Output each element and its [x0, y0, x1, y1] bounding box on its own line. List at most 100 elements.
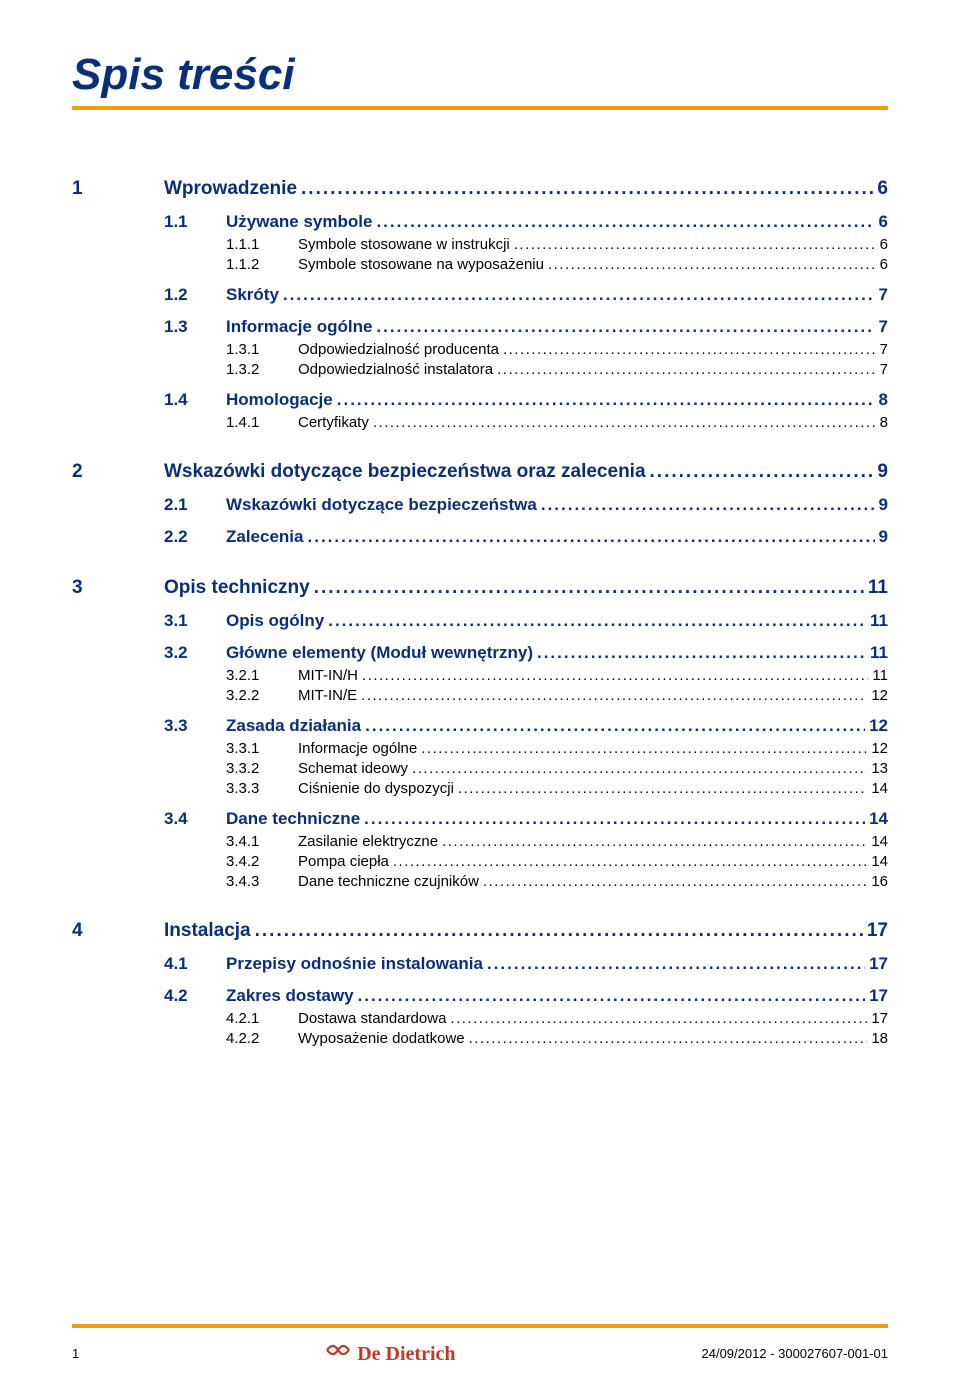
toc-leader: ........................................… [361, 687, 867, 704]
toc-number: 1.3.2 [226, 361, 298, 378]
toc-number: 3.4.2 [226, 853, 298, 870]
toc-level1-row: 4Instalacja.............................… [72, 920, 888, 942]
toc-leader: ........................................… [483, 873, 867, 890]
toc-number: 1.3.1 [226, 341, 298, 358]
toc-label: Przepisy odnośnie instalowania [226, 954, 483, 974]
toc-label: MIT-IN/H [298, 667, 358, 684]
footer-row: 1 De Dietrich 24/09/2012 - 300027607-001… [72, 1340, 888, 1366]
toc-number: 4.1 [164, 954, 226, 974]
toc-label: Instalacja [164, 920, 251, 942]
toc-leader: ........................................… [376, 317, 874, 337]
logo-icon [325, 1340, 351, 1363]
toc-label: Zasilanie elektryczne [298, 833, 438, 850]
page-title: Spis treści [72, 50, 888, 100]
toc-level2-row: 2.2Zalecenia............................… [164, 527, 888, 547]
toc-page: 6 [877, 178, 888, 200]
table-of-contents: 1Wprowadzenie...........................… [72, 178, 888, 1047]
toc-number: 1.1 [164, 212, 226, 232]
toc-page: 6 [880, 236, 888, 253]
toc-number: 3.4.1 [226, 833, 298, 850]
toc-label: Dane techniczne czujników [298, 873, 479, 890]
toc-number: 1.2 [164, 285, 226, 305]
toc-level1-row: 2Wskazówki dotyczące bezpieczeństwa oraz… [72, 461, 888, 483]
toc-leader: ........................................… [373, 414, 876, 431]
toc-page: 17 [869, 986, 888, 1006]
toc-level3-row: 3.3.3Ciśnienie do dyspozycji............… [226, 780, 888, 797]
toc-label: Opis techniczny [164, 577, 310, 599]
toc-label: MIT-IN/E [298, 687, 357, 704]
toc-label: Używane symbole [226, 212, 372, 232]
toc-level2-row: 3.4Dane techniczne......................… [164, 809, 888, 829]
toc-label: Skróty [226, 285, 279, 305]
toc-number: 2 [72, 461, 164, 483]
toc-level3-row: 3.4.1Zasilanie elektryczne..............… [226, 833, 888, 850]
toc-leader: ........................................… [458, 780, 867, 797]
doc-info: 24/09/2012 - 300027607-001-01 [702, 1346, 889, 1361]
toc-leader: ........................................… [301, 178, 873, 200]
toc-level3-row: 1.4.1Certyfikaty........................… [226, 414, 888, 431]
toc-leader: ........................................… [514, 236, 876, 253]
toc-leader: ........................................… [650, 461, 874, 483]
toc-number: 2.1 [164, 495, 226, 515]
toc-level2-row: 1.1Używane symbole......................… [164, 212, 888, 232]
toc-page: 12 [871, 687, 888, 704]
toc-leader: ........................................… [497, 361, 876, 378]
toc-number: 3.4 [164, 809, 226, 829]
toc-page: 7 [880, 361, 888, 378]
toc-leader: ........................................… [337, 390, 875, 410]
toc-label: Informacje ogólne [226, 317, 372, 337]
toc-level2-row: 1.3Informacje ogólne....................… [164, 317, 888, 337]
toc-level1-row: 3Opis techniczny........................… [72, 577, 888, 599]
toc-leader: ........................................… [421, 740, 867, 757]
footer-rule [72, 1324, 888, 1328]
toc-level2-row: 4.1Przepisy odnośnie instalowania.......… [164, 954, 888, 974]
toc-leader: ........................................… [393, 853, 867, 870]
toc-leader: ........................................… [487, 954, 865, 974]
toc-page: 17 [867, 920, 888, 942]
toc-level1-row: 1Wprowadzenie...........................… [72, 178, 888, 200]
toc-label: Zasada działania [226, 716, 361, 736]
toc-level2-row: 4.2Zakres dostawy.......................… [164, 986, 888, 1006]
toc-number: 1.4.1 [226, 414, 298, 431]
toc-label: Schemat ideowy [298, 760, 408, 777]
toc-page: 11 [872, 667, 888, 684]
toc-number: 3.3 [164, 716, 226, 736]
toc-page: 7 [879, 317, 888, 337]
toc-label: Wprowadzenie [164, 178, 297, 200]
toc-number: 1.3 [164, 317, 226, 337]
toc-page: 9 [879, 495, 888, 515]
toc-page: 6 [880, 256, 888, 273]
toc-leader: ........................................… [503, 341, 876, 358]
toc-level2-row: 1.2Skróty...............................… [164, 285, 888, 305]
toc-label: Opis ogólny [226, 611, 324, 631]
toc-leader: ........................................… [541, 495, 875, 515]
toc-number: 3.3.2 [226, 760, 298, 777]
toc-leader: ........................................… [537, 643, 866, 663]
toc-number: 3.2.1 [226, 667, 298, 684]
toc-leader: ........................................… [362, 667, 868, 684]
toc-number: 3.2 [164, 643, 226, 663]
toc-number: 2.2 [164, 527, 226, 547]
toc-label: Ciśnienie do dyspozycji [298, 780, 454, 797]
toc-number: 1.1.1 [226, 236, 298, 253]
toc-label: Dane techniczne [226, 809, 360, 829]
toc-page: 11 [868, 577, 888, 599]
toc-level2-row: 2.1Wskazówki dotyczące bezpieczeństwa...… [164, 495, 888, 515]
toc-level3-row: 1.1.1Symbole stosowane w instrukcji.....… [226, 236, 888, 253]
toc-label: Odpowiedzialność instalatora [298, 361, 493, 378]
toc-number: 4.2.1 [226, 1010, 298, 1027]
toc-leader: ........................................… [376, 212, 874, 232]
toc-number: 4.2.2 [226, 1030, 298, 1047]
toc-page: 7 [879, 285, 888, 305]
toc-number: 1 [72, 178, 164, 200]
toc-number: 1.4 [164, 390, 226, 410]
toc-leader: ........................................… [328, 611, 866, 631]
toc-number: 3 [72, 577, 164, 599]
toc-level3-row: 3.4.3Dane techniczne czujników..........… [226, 873, 888, 890]
toc-level2-row: 3.3Zasada działania.....................… [164, 716, 888, 736]
toc-leader: ........................................… [412, 760, 867, 777]
toc-number: 1.1.2 [226, 256, 298, 273]
toc-label: Zalecenia [226, 527, 304, 547]
toc-label: Homologacje [226, 390, 333, 410]
toc-number: 3.4.3 [226, 873, 298, 890]
